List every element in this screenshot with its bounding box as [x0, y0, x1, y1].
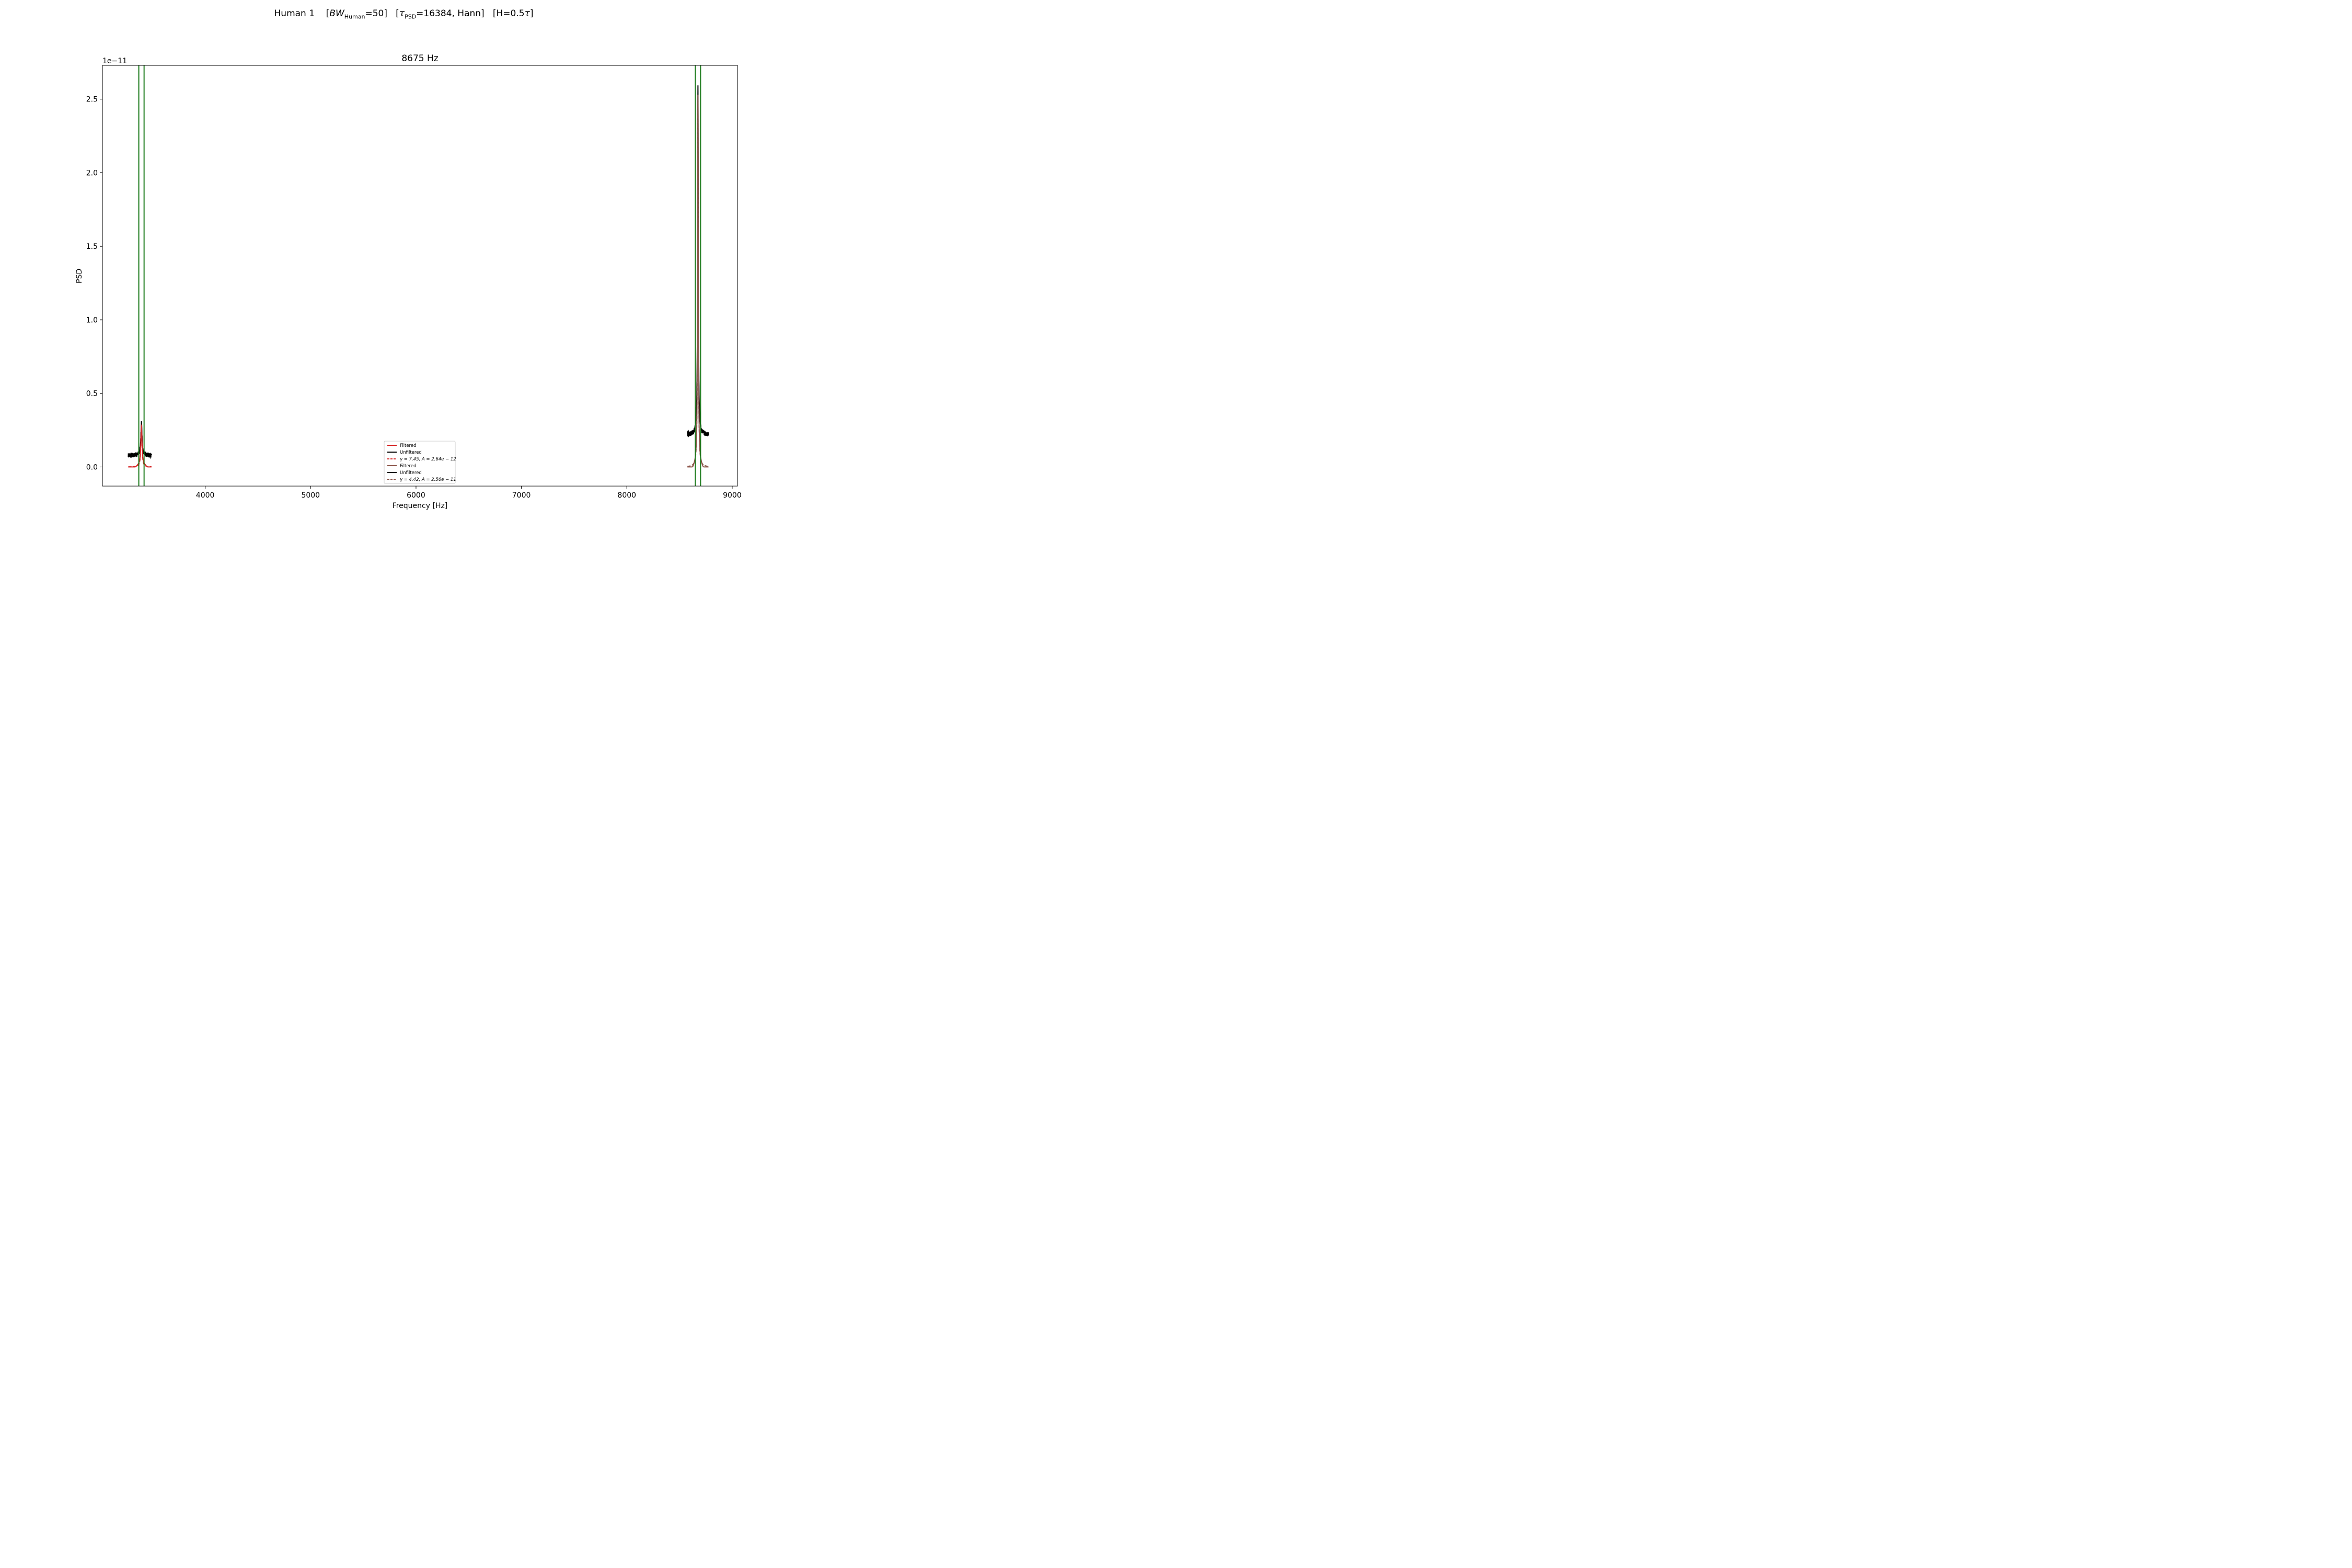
- series-layer: [128, 85, 709, 468]
- y-ticks: 0.0 0.5 1.0 1.5 2.0 2.5: [86, 96, 102, 471]
- legend-label: γ = 7.45, A = 2.64e − 12: [400, 457, 456, 462]
- series-line-4: [687, 95, 709, 468]
- x-tick-label: 5000: [301, 491, 320, 500]
- legend-label: Filtered: [400, 464, 417, 469]
- series-line-6: [687, 102, 709, 467]
- y-tick-label: 1.0: [86, 316, 98, 325]
- y-tick-label: 1.5: [86, 243, 98, 251]
- series-line-3: [128, 426, 152, 468]
- legend-label: Filtered: [400, 443, 417, 448]
- y-tick-label: 2.0: [86, 169, 98, 177]
- x-tick-label: 9000: [723, 491, 742, 500]
- series-line-2: [128, 421, 152, 459]
- x-tick-label: 8000: [617, 491, 636, 500]
- x-tick-label: 7000: [512, 491, 531, 500]
- x-tick-label: 6000: [407, 491, 425, 500]
- legend-label: Unfiltered: [400, 450, 422, 455]
- x-tick-label: 4000: [196, 491, 215, 500]
- plot-area: 4000 5000 6000 7000 8000 9000 0.0 0.5 1.0 1.5 2.0…: [86, 65, 742, 500]
- legend-label: Unfiltered: [400, 470, 422, 476]
- legend-label: γ = 4.42, A = 2.56e − 11: [400, 477, 456, 482]
- x-axis-label: Frequency [Hz]: [393, 502, 448, 510]
- axes-title: 8675 Hz: [401, 53, 438, 64]
- vertical-lines: [138, 65, 701, 486]
- psd-chart: 4000 5000 6000 7000 8000 9000 0.0 0.5 1.0 1.5 2.0…: [75, 53, 742, 510]
- y-tick-label: 2.5: [86, 96, 98, 104]
- axes-frame: [102, 65, 738, 487]
- x-ticks: 4000 5000 6000 7000 8000 9000: [196, 486, 742, 500]
- y-tick-label: 0.5: [86, 390, 98, 398]
- legend-frame: [384, 441, 456, 484]
- y-tick-label: 0.0: [86, 463, 98, 471]
- y-offset-label: 1e−11: [102, 57, 127, 65]
- y-axis-label: PSD: [75, 269, 84, 283]
- series-line-5: [687, 85, 709, 437]
- figure-suptitle: Human 1 [BWHuman=50] [τPSD=16384, Hann] …: [274, 8, 534, 20]
